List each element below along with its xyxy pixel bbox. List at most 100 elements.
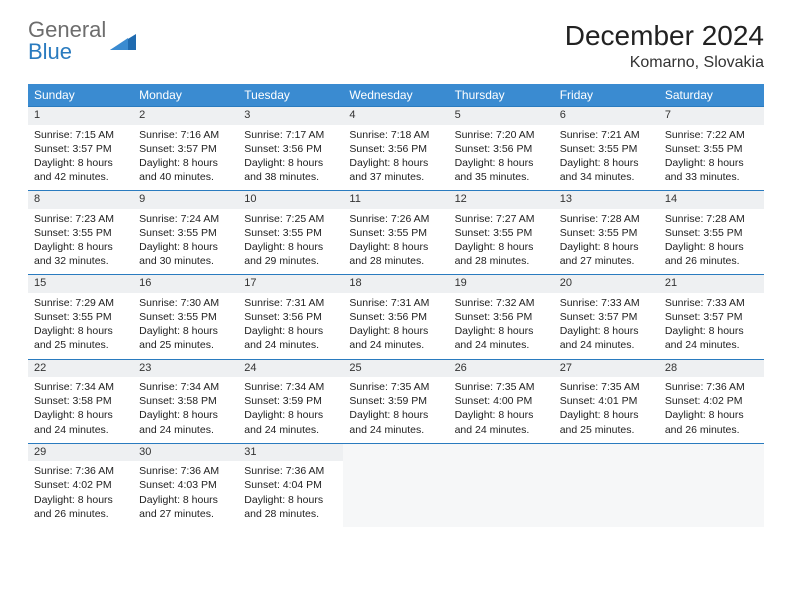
daylight-line: Daylight: 8 hours and 37 minutes.: [349, 156, 442, 184]
day-number-cell: 31: [238, 443, 343, 461]
daylight-line: Daylight: 8 hours and 24 minutes.: [139, 408, 232, 436]
day-data-cell: Sunrise: 7:36 AMSunset: 4:03 PMDaylight:…: [133, 461, 238, 527]
day-number-cell: 23: [133, 359, 238, 377]
day-data-cell: Sunrise: 7:16 AMSunset: 3:57 PMDaylight:…: [133, 125, 238, 191]
day-number-row: 891011121314: [28, 191, 764, 209]
day-data-cell: Sunrise: 7:30 AMSunset: 3:55 PMDaylight:…: [133, 293, 238, 359]
day-data-cell: Sunrise: 7:29 AMSunset: 3:55 PMDaylight:…: [28, 293, 133, 359]
daylight-line: Daylight: 8 hours and 24 minutes.: [560, 324, 653, 352]
day-number-cell: 8: [28, 191, 133, 209]
day-data-cell: Sunrise: 7:36 AMSunset: 4:04 PMDaylight:…: [238, 461, 343, 527]
sunrise-line: Sunrise: 7:31 AM: [244, 296, 337, 310]
sunset-line: Sunset: 3:55 PM: [34, 310, 127, 324]
day-number-cell: 20: [554, 275, 659, 293]
day-data-row: Sunrise: 7:34 AMSunset: 3:58 PMDaylight:…: [28, 377, 764, 443]
day-data-row: Sunrise: 7:15 AMSunset: 3:57 PMDaylight:…: [28, 125, 764, 191]
day-number-row: 15161718192021: [28, 275, 764, 293]
sunrise-line: Sunrise: 7:36 AM: [139, 464, 232, 478]
daylight-line: Daylight: 8 hours and 26 minutes.: [34, 493, 127, 521]
sunrise-line: Sunrise: 7:35 AM: [349, 380, 442, 394]
sunset-line: Sunset: 3:58 PM: [139, 394, 232, 408]
daylight-line: Daylight: 8 hours and 30 minutes.: [139, 240, 232, 268]
day-data-cell: Sunrise: 7:34 AMSunset: 3:59 PMDaylight:…: [238, 377, 343, 443]
daylight-line: Daylight: 8 hours and 24 minutes.: [349, 324, 442, 352]
day-data-row: Sunrise: 7:36 AMSunset: 4:02 PMDaylight:…: [28, 461, 764, 527]
day-number-cell: 14: [659, 191, 764, 209]
location-subtitle: Komarno, Slovakia: [565, 54, 764, 72]
sunset-line: Sunset: 3:55 PM: [560, 226, 653, 240]
daylight-line: Daylight: 8 hours and 38 minutes.: [244, 156, 337, 184]
sunset-line: Sunset: 3:55 PM: [139, 226, 232, 240]
day-number-cell: 25: [343, 359, 448, 377]
sunset-line: Sunset: 3:56 PM: [455, 310, 548, 324]
day-data-cell: Sunrise: 7:22 AMSunset: 3:55 PMDaylight:…: [659, 125, 764, 191]
day-number-cell: 10: [238, 191, 343, 209]
day-number-cell: 12: [449, 191, 554, 209]
weekday-header: Saturday: [659, 84, 764, 107]
sunrise-line: Sunrise: 7:35 AM: [560, 380, 653, 394]
weekday-header: Friday: [554, 84, 659, 107]
day-number-cell: 21: [659, 275, 764, 293]
day-data-cell: Sunrise: 7:25 AMSunset: 3:55 PMDaylight:…: [238, 209, 343, 275]
sunset-line: Sunset: 3:56 PM: [349, 310, 442, 324]
sunset-line: Sunset: 3:56 PM: [455, 142, 548, 156]
daylight-line: Daylight: 8 hours and 25 minutes.: [139, 324, 232, 352]
weekday-header: Sunday: [28, 84, 133, 107]
day-data-row: Sunrise: 7:29 AMSunset: 3:55 PMDaylight:…: [28, 293, 764, 359]
sunrise-line: Sunrise: 7:25 AM: [244, 212, 337, 226]
daylight-line: Daylight: 8 hours and 33 minutes.: [665, 156, 758, 184]
day-data-cell: Sunrise: 7:32 AMSunset: 3:56 PMDaylight:…: [449, 293, 554, 359]
daylight-line: Daylight: 8 hours and 24 minutes.: [665, 324, 758, 352]
day-number-cell: 11: [343, 191, 448, 209]
sunrise-line: Sunrise: 7:24 AM: [139, 212, 232, 226]
sunrise-line: Sunrise: 7:31 AM: [349, 296, 442, 310]
sunset-line: Sunset: 3:55 PM: [139, 310, 232, 324]
daylight-line: Daylight: 8 hours and 27 minutes.: [139, 493, 232, 521]
sunrise-line: Sunrise: 7:16 AM: [139, 128, 232, 142]
month-title: December 2024: [565, 20, 764, 52]
day-data-cell: Sunrise: 7:28 AMSunset: 3:55 PMDaylight:…: [554, 209, 659, 275]
day-number-cell: 9: [133, 191, 238, 209]
day-number-cell: 27: [554, 359, 659, 377]
sunrise-line: Sunrise: 7:36 AM: [244, 464, 337, 478]
day-data-cell: Sunrise: 7:34 AMSunset: 3:58 PMDaylight:…: [133, 377, 238, 443]
sunrise-line: Sunrise: 7:36 AM: [34, 464, 127, 478]
day-data-cell: Sunrise: 7:21 AMSunset: 3:55 PMDaylight:…: [554, 125, 659, 191]
day-data-cell: Sunrise: 7:28 AMSunset: 3:55 PMDaylight:…: [659, 209, 764, 275]
sunrise-line: Sunrise: 7:32 AM: [455, 296, 548, 310]
day-data-cell: Sunrise: 7:33 AMSunset: 3:57 PMDaylight:…: [659, 293, 764, 359]
sunset-line: Sunset: 3:59 PM: [349, 394, 442, 408]
daylight-line: Daylight: 8 hours and 24 minutes.: [455, 408, 548, 436]
daylight-line: Daylight: 8 hours and 42 minutes.: [34, 156, 127, 184]
daylight-line: Daylight: 8 hours and 28 minutes.: [244, 493, 337, 521]
daylight-line: Daylight: 8 hours and 28 minutes.: [455, 240, 548, 268]
day-number-cell: 5: [449, 107, 554, 125]
sunset-line: Sunset: 3:55 PM: [455, 226, 548, 240]
weekday-header: Wednesday: [343, 84, 448, 107]
title-block: December 2024 Komarno, Slovakia: [565, 20, 764, 72]
sunset-line: Sunset: 4:02 PM: [665, 394, 758, 408]
logo-triangle-icon: [110, 30, 136, 55]
day-number-cell: 1: [28, 107, 133, 125]
day-data-cell: [554, 461, 659, 527]
sunset-line: Sunset: 3:55 PM: [244, 226, 337, 240]
daylight-line: Daylight: 8 hours and 32 minutes.: [34, 240, 127, 268]
sunrise-line: Sunrise: 7:27 AM: [455, 212, 548, 226]
day-number-cell: [554, 443, 659, 461]
day-data-cell: Sunrise: 7:31 AMSunset: 3:56 PMDaylight:…: [238, 293, 343, 359]
daylight-line: Daylight: 8 hours and 24 minutes.: [34, 408, 127, 436]
sunrise-line: Sunrise: 7:18 AM: [349, 128, 442, 142]
day-data-cell: Sunrise: 7:34 AMSunset: 3:58 PMDaylight:…: [28, 377, 133, 443]
day-data-cell: Sunrise: 7:24 AMSunset: 3:55 PMDaylight:…: [133, 209, 238, 275]
sunrise-line: Sunrise: 7:26 AM: [349, 212, 442, 226]
day-number-cell: 26: [449, 359, 554, 377]
sunset-line: Sunset: 4:03 PM: [139, 478, 232, 492]
day-data-cell: Sunrise: 7:35 AMSunset: 3:59 PMDaylight:…: [343, 377, 448, 443]
daylight-line: Daylight: 8 hours and 40 minutes.: [139, 156, 232, 184]
sunset-line: Sunset: 3:58 PM: [34, 394, 127, 408]
day-number-cell: 17: [238, 275, 343, 293]
day-data-cell: Sunrise: 7:26 AMSunset: 3:55 PMDaylight:…: [343, 209, 448, 275]
weekday-header: Tuesday: [238, 84, 343, 107]
sunset-line: Sunset: 3:57 PM: [665, 310, 758, 324]
sunrise-line: Sunrise: 7:29 AM: [34, 296, 127, 310]
